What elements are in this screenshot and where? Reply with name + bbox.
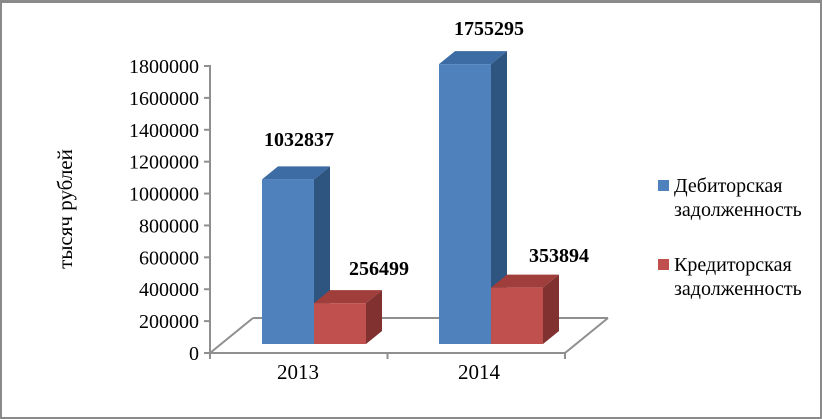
legend-swatch	[658, 259, 669, 270]
y-tick-label: 200000	[139, 311, 199, 333]
bar-front-face	[491, 287, 543, 344]
y-tick-label: 1400000	[129, 120, 199, 142]
y-tick-label: 800000	[139, 215, 199, 237]
bar-top-face	[262, 166, 330, 180]
category-label: 2014	[458, 360, 501, 384]
bars-group	[262, 51, 559, 345]
data-label: 1032837	[264, 129, 334, 151]
bar-front-face	[262, 179, 314, 344]
y-axis-title: тысяч рублей	[53, 149, 77, 269]
bar-front-face	[314, 303, 366, 344]
bar-side-face	[491, 51, 507, 345]
legend-label-line: задолженность	[674, 278, 802, 300]
bar-front-face	[439, 64, 491, 344]
category-labels-group: 2013 2014	[277, 360, 501, 384]
data-label: 353894	[529, 245, 589, 267]
legend-label-line: задолженность	[674, 199, 802, 221]
bar-chart: 0 200000 400000 600000 800000 1000000 1200000 1…	[53, 18, 802, 384]
data-labels-group: 1032837 1755295 256499 353894	[264, 18, 589, 280]
legend-label-line: Кредиторская	[674, 254, 792, 276]
y-tick-label: 0	[189, 343, 199, 365]
y-tick-label: 1600000	[129, 88, 199, 110]
legend: ДебиторскаязадолженностьКредиторскаязадо…	[658, 175, 802, 300]
y-axis-ticks-group: 0 200000 400000 600000 800000 1000000 1200000 1…	[129, 56, 210, 365]
bar-side-face	[543, 274, 559, 344]
data-label: 1755295	[454, 18, 524, 40]
category-label: 2013	[277, 360, 319, 384]
legend-swatch	[658, 180, 669, 191]
bar-top-face	[439, 51, 507, 65]
data-label: 256499	[349, 258, 409, 280]
legend-label-line: Дебиторская	[674, 175, 783, 197]
y-tick-label: 1200000	[129, 152, 199, 174]
bar-top-face	[491, 274, 559, 288]
bar-top-face	[314, 290, 382, 304]
bar-side-face	[366, 290, 382, 344]
y-tick-label: 1000000	[129, 184, 199, 206]
y-tick-label: 600000	[139, 247, 199, 269]
y-tick-label: 1800000	[129, 56, 199, 78]
y-tick-label: 400000	[139, 279, 199, 301]
